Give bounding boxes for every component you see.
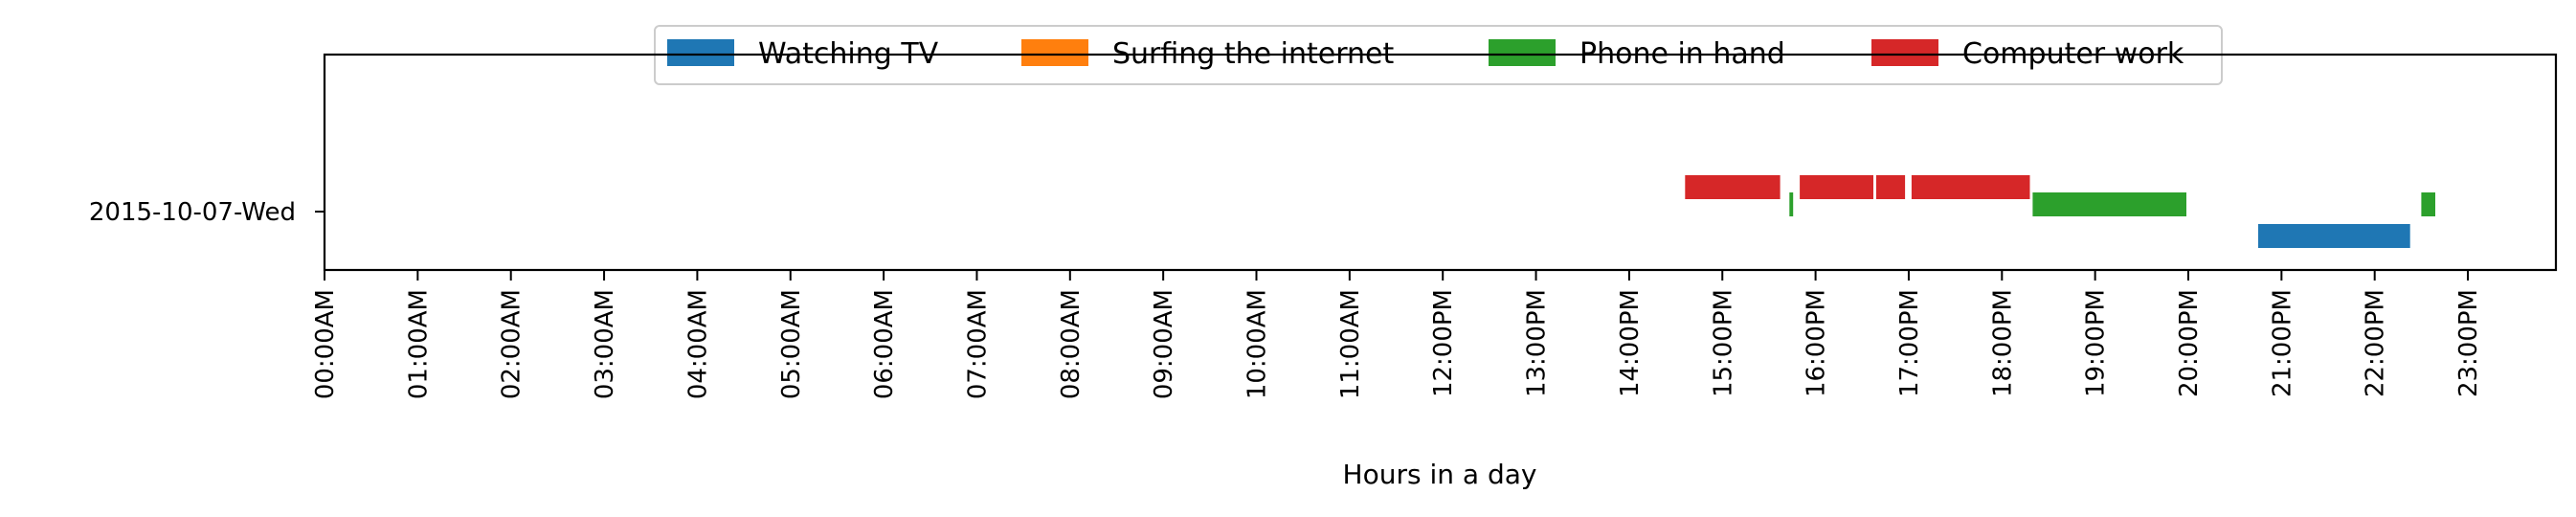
x-tick-label: 21:00PM xyxy=(2268,289,2296,397)
x-tick-label: 16:00PM xyxy=(1803,289,1831,397)
legend-swatch xyxy=(1021,39,1088,66)
x-tick-label: 13:00PM xyxy=(1523,289,1552,397)
bar-computer-work xyxy=(1875,175,1906,199)
x-tick-label: 09:00AM xyxy=(1150,289,1178,399)
x-tick-label: 23:00PM xyxy=(2454,289,2483,397)
y-axis: 2015-10-07-Wed xyxy=(89,198,325,227)
bar-computer-work xyxy=(1685,175,1781,199)
x-tick-label: 22:00PM xyxy=(2362,289,2390,397)
x-tick-label: 07:00AM xyxy=(963,289,992,399)
x-axis: 00:00AM 01:00AM 02:00AM 03:00AM 04:00AM 05:00… xyxy=(311,270,2483,399)
bar-computer-work xyxy=(1800,175,1873,199)
x-tick-label: 15:00PM xyxy=(1709,289,1737,397)
x-axis-label: Hours in a day xyxy=(1343,459,1537,490)
bar-phone-in-hand xyxy=(2421,192,2435,216)
x-tick-label: 02:00AM xyxy=(498,289,526,399)
legend-swatch xyxy=(667,39,734,66)
bar-phone-in-hand xyxy=(2032,192,2186,216)
legend-swatch xyxy=(1489,39,1556,66)
x-tick-label: 00:00AM xyxy=(311,289,340,399)
x-tick-label: 03:00AM xyxy=(591,289,619,399)
x-tick-label: 11:00AM xyxy=(1336,289,1365,399)
x-tick-label: 10:00AM xyxy=(1243,289,1272,399)
bar-computer-work xyxy=(1911,175,2030,199)
x-tick-label: 01:00AM xyxy=(404,289,433,399)
bar-watching-tv xyxy=(2258,224,2410,248)
plot-frame xyxy=(323,53,2558,272)
x-tick-label: 14:00PM xyxy=(1616,289,1645,397)
x-tick-label: 19:00PM xyxy=(2082,289,2111,397)
y-tick-label: 2015-10-07-Wed xyxy=(89,198,296,227)
x-tick-label: 06:00AM xyxy=(870,289,899,399)
x-tick-label: 04:00AM xyxy=(683,289,712,399)
x-tick-label: 08:00AM xyxy=(1057,289,1086,399)
x-tick-label: 05:00AM xyxy=(777,289,806,399)
legend-swatch xyxy=(1871,39,1938,66)
x-tick-label: 17:00PM xyxy=(1895,289,1924,397)
x-tick-label: 20:00PM xyxy=(2175,289,2204,397)
bar-phone-in-hand xyxy=(1789,192,1794,216)
x-tick-label: 18:00PM xyxy=(1988,289,2017,397)
bars xyxy=(1685,175,2435,248)
x-tick-label: 12:00PM xyxy=(1429,289,1458,397)
